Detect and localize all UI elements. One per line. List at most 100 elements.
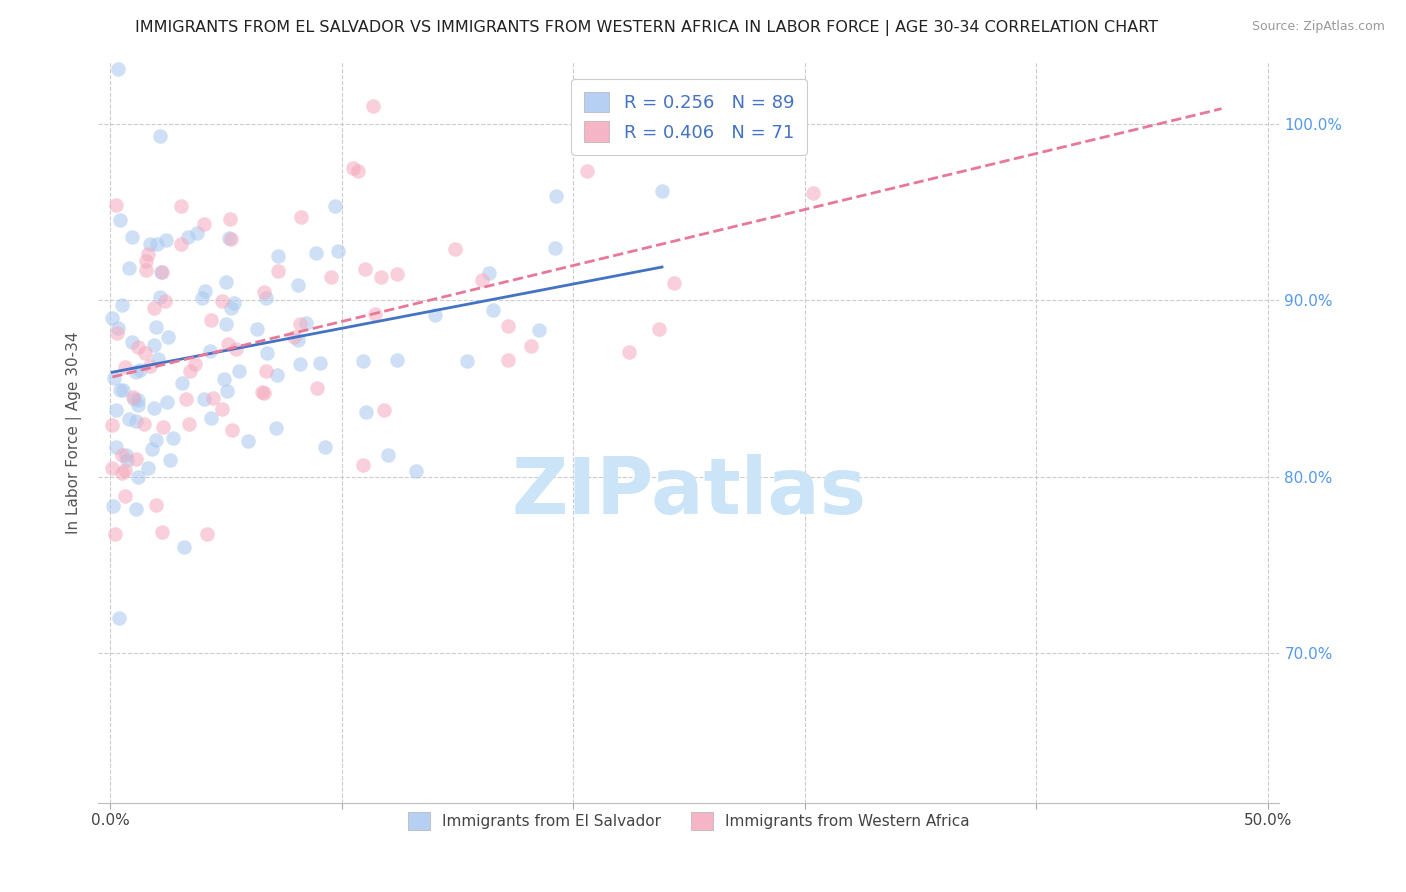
Point [305,380,328,394]
Point [228,364,250,378]
Point [107,610,129,624]
Point [155,233,177,247]
Point [145,499,167,513]
Point [103,371,125,385]
Point [254,291,277,305]
Point [364,307,387,321]
Point [546,189,568,203]
Point [149,290,172,304]
Point [287,333,309,347]
Point [135,254,157,268]
Point [146,351,169,366]
Y-axis label: In Labor Force | Age 30-34: In Labor Force | Age 30-34 [66,331,83,534]
Point [197,527,219,541]
Point [139,236,162,251]
Point [651,184,673,198]
Text: Source: ZipAtlas.com: Source: ZipAtlas.com [1251,20,1385,33]
Point [385,267,408,281]
Point [224,295,246,310]
Point [170,376,193,390]
Point [295,317,318,331]
Point [111,467,134,481]
Point [266,421,288,435]
Point [347,164,370,178]
Point [149,129,172,144]
Point [370,270,392,285]
Point [176,230,198,244]
Point [323,199,346,213]
Point [184,357,207,371]
Point [108,213,131,227]
Point [201,391,224,405]
Point [354,262,377,277]
Point [482,303,505,318]
Point [111,448,134,462]
Point [101,460,124,475]
Point [456,353,478,368]
Point [146,237,169,252]
Point [648,322,671,336]
Point [373,402,395,417]
Point [288,357,311,371]
Point [141,442,163,457]
Point [107,321,129,335]
Point [101,417,124,432]
Point [125,501,148,516]
Point [127,398,149,412]
Point [101,310,124,325]
Point [142,301,165,316]
Point [186,226,208,240]
Text: IMMIGRANTS FROM EL SALVADOR VS IMMIGRANTS FROM WESTERN AFRICA IN LABOR FORCE | A: IMMIGRANTS FROM EL SALVADOR VS IMMIGRANT… [135,20,1159,36]
Point [218,231,240,245]
Point [107,62,129,76]
Point [309,356,332,370]
Point [118,261,141,276]
Point [225,343,247,357]
Point [105,198,128,212]
Point [155,394,177,409]
Point [145,320,167,334]
Point [134,346,156,360]
Point [191,291,214,305]
Point [217,337,239,351]
Point [576,164,599,178]
Point [215,317,238,331]
Point [211,402,233,417]
Point [664,276,686,290]
Point [124,414,146,428]
Point [101,499,124,513]
Point [125,451,148,466]
Point [115,453,138,467]
Point [139,359,162,373]
Point [252,384,274,399]
Point [193,217,215,231]
Point [443,242,465,256]
Point [142,401,165,415]
Point [122,390,145,404]
Point [153,293,176,308]
Point [215,384,238,398]
Point [266,368,288,382]
Point [352,458,374,473]
Point [112,383,135,397]
Point [150,265,173,279]
Point [134,417,156,432]
Point [174,392,197,406]
Point [162,431,184,445]
Point [111,298,134,312]
Point [118,411,141,425]
Point [496,353,519,368]
Point [423,308,446,322]
Point [219,301,242,316]
Point [127,469,149,483]
Point [114,462,136,476]
Point [267,249,290,263]
Point [194,285,217,299]
Point [253,386,276,401]
Point [221,423,243,437]
Point [314,440,336,454]
Point [129,363,152,377]
Point [150,265,173,279]
Point [121,230,143,244]
Point [267,264,290,278]
